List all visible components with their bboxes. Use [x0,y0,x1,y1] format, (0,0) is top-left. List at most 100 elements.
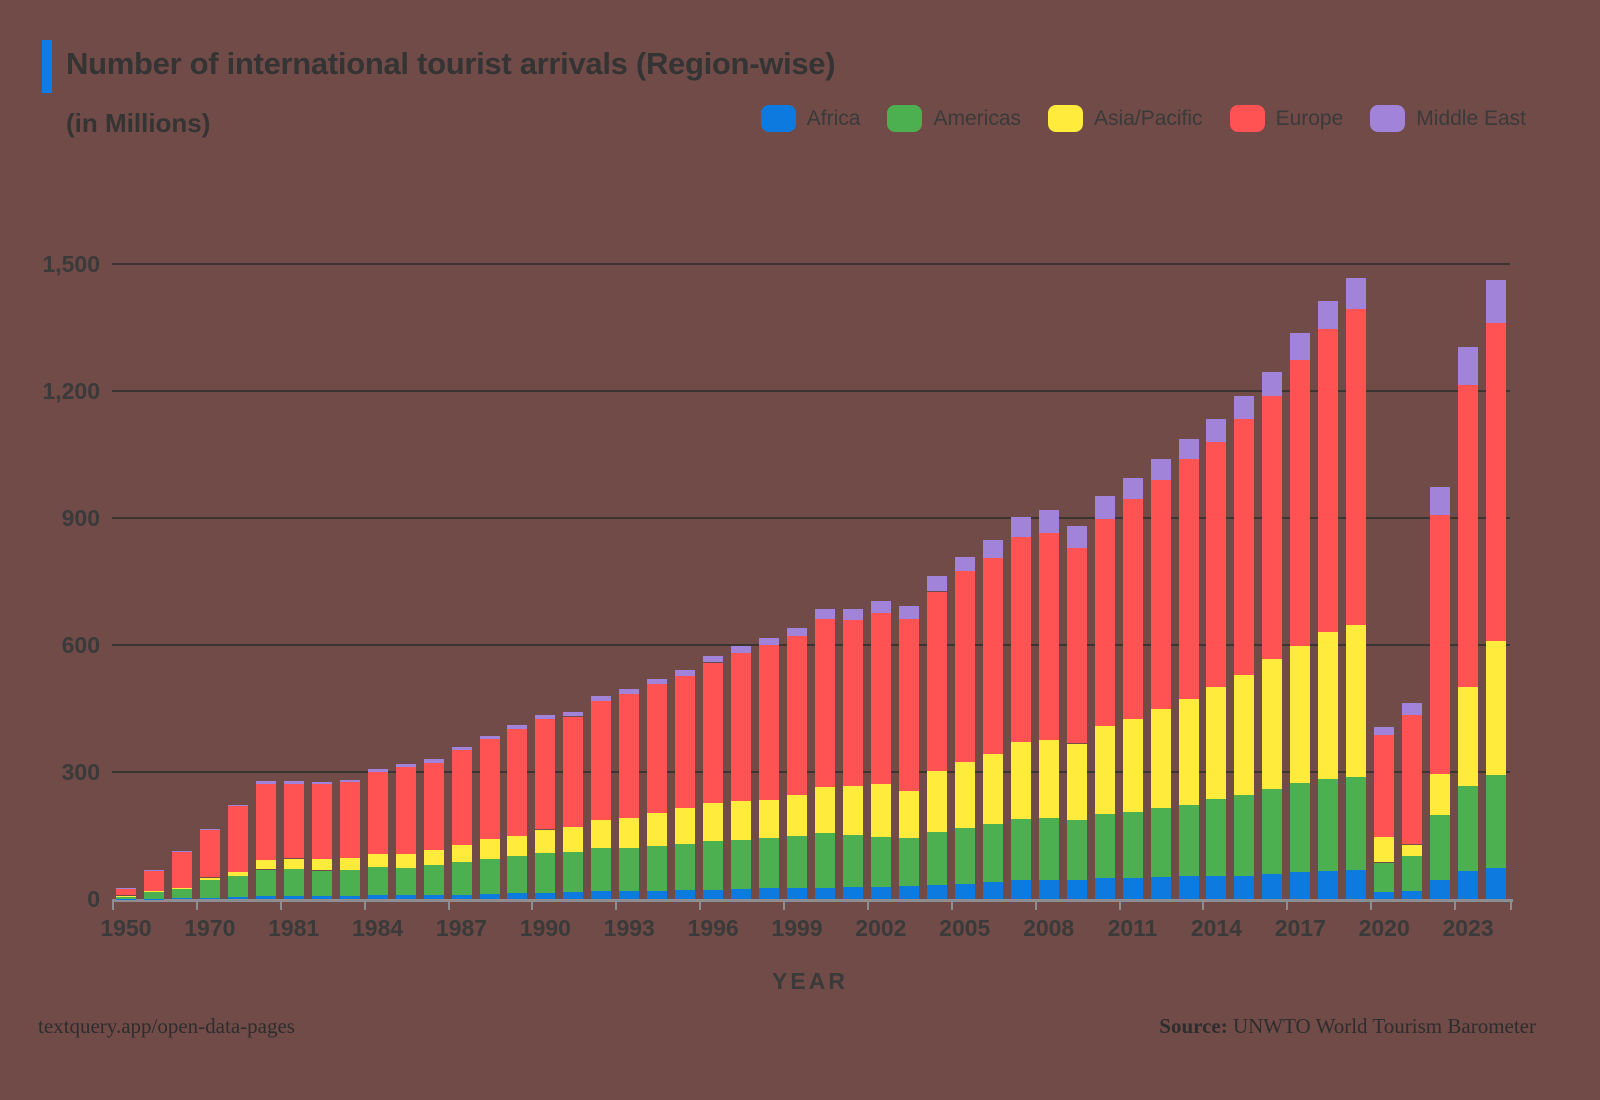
bar-2003-europe [898,618,919,791]
bar-2005-middle-east [954,556,975,571]
bar-2017-middle-east [1290,333,1311,360]
bar-2008-middle-east [1038,510,1059,534]
bar-2015-europe [1234,419,1255,675]
bar-2002-europe [870,612,891,785]
x-axis-tick-2008 [1034,901,1037,910]
legend-label-asia-pacific: Asia/Pacific [1094,106,1203,130]
bar-2010-middle-east [1094,495,1115,519]
bar-1980-asia-pacific [255,859,276,870]
bar-1992-europe [591,700,612,821]
bar-1996-middle-east [703,655,724,663]
x-axis-line [112,899,1513,902]
legend-label-middle-east: Middle East [1416,106,1526,130]
bar-1975-asia-pacific [227,871,248,876]
bar-2017-asia-pacific [1290,646,1311,784]
x-axis-tick-1950 [112,901,114,910]
bar-2010-africa [1094,877,1115,899]
bar-2022-middle-east [1430,487,1451,516]
bar-2005-asia-pacific [954,762,975,828]
bar-1999-africa [787,887,807,899]
x-axis-tick-1984 [363,901,366,910]
gridline-900 [112,517,1510,519]
bar-1991-africa [563,892,584,899]
legend-item-middle-east[interactable]: Middle East [1370,105,1526,132]
x-tick-label-1970: 1970 [184,915,236,941]
chart-title: Number of international tourist arrivals… [66,46,836,81]
x-tick-label-2014: 2014 [1190,915,1242,941]
bar-2009-africa [1066,879,1087,899]
bar-2011-africa [1122,877,1143,899]
bar-1983-middle-east [339,779,360,783]
bar-2004-americas [926,831,947,885]
bar-2000-asia-pacific [815,786,835,834]
legend-item-asia-pacific[interactable]: Asia/Pacific [1048,105,1203,132]
x-axis-tick-1970 [195,901,198,910]
gridline-1200 [112,390,1510,392]
x-tick-label-1984: 1984 [352,915,404,941]
bar-2009-middle-east [1066,525,1087,549]
bar-1950-europe [116,888,136,896]
bar-2024-middle-east [1486,280,1506,323]
y-tick-label-1500: 1,500 [42,251,100,277]
bar-2007-europe [1010,536,1031,742]
legend: Africa Americas Asia/Pacific Europe Middle E… [760,105,1526,132]
bar-1983-americas [339,870,360,896]
bar-2018-asia-pacific [1318,632,1339,780]
bar-1995-middle-east [675,670,696,676]
x-axis-tick-1981 [279,901,282,910]
bar-2007-asia-pacific [1010,741,1031,819]
bar-1982-africa [311,895,332,899]
bar-1993-middle-east [619,689,640,695]
bar-2000-africa [815,887,835,899]
x-axis-tick-2011 [1118,901,1121,910]
footer-source: Source: UNWTO World Tourism Barometer [1159,1014,1536,1039]
bar-1984-asia-pacific [367,854,388,867]
legend-swatch-africa [760,105,796,132]
bar-2006-africa [982,881,1003,899]
bar-1993-asia-pacific [619,817,640,848]
bar-2008-americas [1038,817,1059,881]
bar-1986-middle-east [423,759,444,763]
bar-2005-europe [954,570,975,763]
bar-2002-americas [870,837,891,887]
bar-2011-middle-east [1122,477,1143,499]
bar-2011-europe [1122,498,1143,720]
bar-1997-asia-pacific [731,801,752,841]
bar-2014-middle-east [1206,419,1227,442]
bar-1975-americas [227,875,248,897]
bar-1985-asia-pacific [395,853,416,868]
bar-1998-europe [759,645,780,801]
bar-1983-africa [339,895,360,899]
bar-2000-middle-east [815,608,835,620]
bar-1981-middle-east [283,781,304,784]
bar-2023-europe [1458,385,1479,687]
bar-2021-asia-pacific [1402,844,1423,856]
bar-2006-americas [982,824,1003,882]
bar-1960-europe [143,869,164,892]
x-axis-tick-2017 [1286,901,1289,910]
bar-2001-europe [842,619,863,787]
bar-1982-europe [311,784,332,860]
gridline-300 [112,771,1510,773]
bar-1988-middle-east [479,736,500,740]
legend-item-americas[interactable]: Americas [887,105,1021,132]
bar-2022-asia-pacific [1430,774,1451,815]
bar-2012-asia-pacific [1150,709,1171,808]
bar-2004-asia-pacific [926,771,947,832]
bar-2002-asia-pacific [870,784,891,838]
legend-swatch-europe [1229,105,1265,132]
legend-item-africa[interactable]: Africa [760,105,860,132]
x-axis-tick-1993 [615,901,618,910]
bar-2013-asia-pacific [1178,699,1199,805]
footer-link[interactable]: textquery.app/open-data-pages [38,1014,295,1038]
legend-item-europe[interactable]: Europe [1229,105,1343,132]
bar-1999-asia-pacific [787,794,807,837]
bar-1994-asia-pacific [647,812,668,847]
x-tick-label-1990: 1990 [519,915,571,941]
bar-1995-africa [675,890,696,899]
bar-2006-europe [982,557,1003,754]
bar-2016-americas [1262,789,1283,875]
legend-label-americas: Americas [933,106,1022,130]
bar-2007-africa [1010,880,1031,900]
